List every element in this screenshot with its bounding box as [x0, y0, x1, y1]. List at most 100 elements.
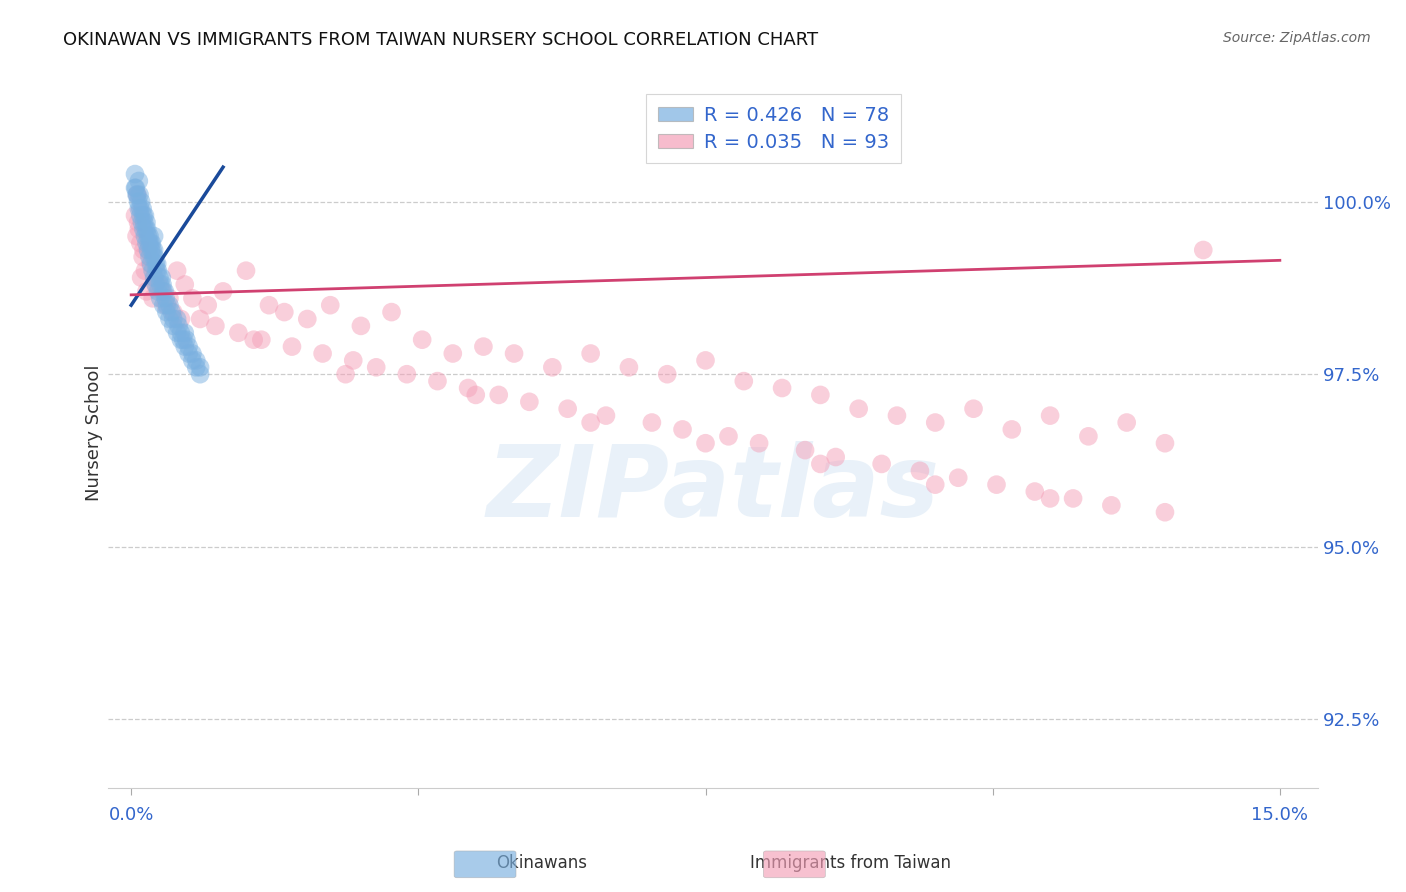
Point — [579, 346, 602, 360]
Point — [488, 388, 510, 402]
Point — [657, 368, 679, 382]
Point — [794, 443, 817, 458]
Point — [149, 291, 172, 305]
Point — [908, 464, 931, 478]
Point — [641, 416, 664, 430]
Point — [131, 250, 153, 264]
Point — [132, 209, 155, 223]
Point — [350, 318, 373, 333]
Point — [166, 312, 188, 326]
Point — [1039, 491, 1062, 506]
Point — [138, 229, 160, 244]
Point — [342, 353, 364, 368]
Point — [142, 250, 165, 264]
Point — [129, 209, 152, 223]
Point — [167, 318, 190, 333]
Point — [156, 298, 179, 312]
Point — [366, 360, 388, 375]
Point — [162, 312, 184, 326]
Point — [142, 263, 165, 277]
Point — [186, 353, 208, 368]
Point — [146, 277, 169, 292]
Point — [139, 236, 162, 251]
Point — [173, 277, 195, 292]
Point — [395, 368, 418, 382]
Point — [125, 229, 148, 244]
Point — [173, 326, 195, 340]
Point — [186, 360, 208, 375]
Point — [170, 312, 193, 326]
Point — [617, 360, 640, 375]
Point — [159, 298, 181, 312]
Point — [273, 305, 295, 319]
Point — [177, 346, 200, 360]
Point — [131, 215, 153, 229]
Point — [176, 333, 198, 347]
Point — [162, 318, 184, 333]
Point — [188, 312, 211, 326]
Point — [152, 285, 174, 299]
Point — [127, 215, 149, 229]
Point — [1192, 243, 1215, 257]
Point — [541, 360, 564, 375]
Point — [149, 277, 172, 292]
Point — [671, 422, 693, 436]
Point — [924, 477, 946, 491]
Point — [1077, 429, 1099, 443]
Point — [138, 236, 160, 251]
Point — [1039, 409, 1062, 423]
Point — [125, 187, 148, 202]
Point — [319, 298, 342, 312]
Point — [129, 270, 152, 285]
Point — [159, 312, 181, 326]
Point — [503, 346, 526, 360]
Point — [250, 333, 273, 347]
Point — [153, 285, 176, 299]
Point — [145, 277, 167, 292]
Point — [181, 346, 204, 360]
Text: 0.0%: 0.0% — [108, 806, 153, 824]
Point — [128, 222, 150, 236]
Point — [145, 277, 167, 292]
Point — [155, 305, 177, 319]
Point — [717, 429, 740, 443]
Point — [128, 187, 150, 202]
Point — [146, 285, 169, 299]
Point — [181, 291, 204, 305]
Point — [155, 291, 177, 305]
Point — [135, 215, 157, 229]
Point — [134, 263, 156, 277]
Point — [1001, 422, 1024, 436]
Point — [1024, 484, 1046, 499]
Point — [162, 305, 184, 319]
Point — [695, 436, 717, 450]
Point — [848, 401, 870, 416]
Point — [136, 229, 159, 244]
Point — [124, 181, 146, 195]
Point — [139, 257, 162, 271]
Point — [1062, 491, 1084, 506]
Point — [472, 340, 495, 354]
Point — [1154, 505, 1177, 519]
Point — [557, 401, 579, 416]
Point — [128, 174, 150, 188]
Point — [886, 409, 908, 423]
Legend: R = 0.426   N = 78, R = 0.035   N = 93: R = 0.426 N = 78, R = 0.035 N = 93 — [647, 95, 901, 163]
Point — [132, 243, 155, 257]
Point — [152, 277, 174, 292]
Point — [924, 416, 946, 430]
Point — [143, 270, 166, 285]
Point — [457, 381, 479, 395]
Point — [132, 222, 155, 236]
Point — [197, 298, 219, 312]
Point — [124, 167, 146, 181]
Point — [146, 257, 169, 271]
Point — [160, 305, 183, 319]
Point — [145, 263, 167, 277]
Point — [145, 257, 167, 271]
Point — [235, 263, 257, 277]
Text: Immigrants from Taiwan: Immigrants from Taiwan — [751, 855, 950, 872]
Point — [143, 250, 166, 264]
Point — [380, 305, 402, 319]
Point — [519, 394, 541, 409]
